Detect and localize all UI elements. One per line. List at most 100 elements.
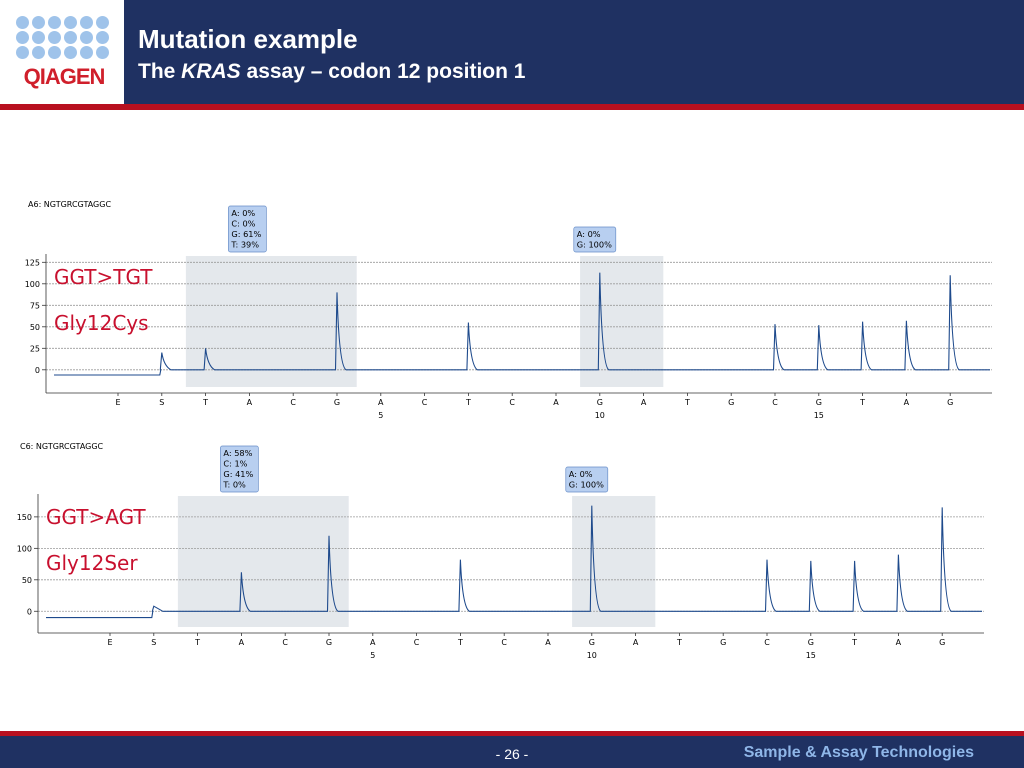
dispensation-label: T bbox=[465, 398, 471, 407]
y-tick-label: 125 bbox=[25, 258, 40, 267]
page-subtitle: The KRAS assay – codon 12 position 1 bbox=[138, 60, 525, 84]
y-tick-label: 0 bbox=[35, 366, 40, 375]
annotation-box bbox=[573, 226, 617, 253]
logo-dot bbox=[32, 46, 45, 59]
logo-dot bbox=[96, 16, 109, 29]
pyrogram-2: C6: NGTGRCGTAGGC 0 50 100 150 E S T A C G A C T C A G A T G… bbox=[17, 442, 984, 660]
sample-label: A6: NGTGRCGTAGGC bbox=[28, 200, 111, 209]
annotation-line: C: 1% bbox=[223, 459, 247, 469]
logo-dot bbox=[32, 31, 45, 44]
y-tick-label: 100 bbox=[25, 280, 40, 289]
logo-dot bbox=[16, 46, 29, 59]
logo-dot bbox=[48, 46, 61, 59]
y-tick-label: 0 bbox=[27, 607, 32, 616]
dispensation-label: C bbox=[764, 638, 770, 647]
dispensation-label: A bbox=[904, 398, 910, 407]
annotation-line: G: 100% bbox=[569, 480, 604, 490]
dispensation-label: C bbox=[282, 638, 288, 647]
logo-dot bbox=[32, 16, 45, 29]
annotation-line: A: 58% bbox=[223, 448, 252, 458]
dispensation-label: A bbox=[247, 398, 253, 407]
pyrogram-trace bbox=[54, 272, 990, 376]
dispensation-label: A bbox=[378, 398, 384, 407]
position-marker: 10 bbox=[587, 651, 597, 660]
position-marker: 15 bbox=[814, 411, 824, 420]
dispensation-label: G bbox=[947, 398, 953, 407]
logo-dot bbox=[80, 46, 93, 59]
logo-dot bbox=[80, 16, 93, 29]
logo-dot bbox=[16, 16, 29, 29]
dispensation-label: E bbox=[115, 398, 120, 407]
y-tick-label: 25 bbox=[30, 344, 40, 353]
pyrogram-trace bbox=[46, 505, 982, 619]
footer-accent-rule bbox=[0, 731, 1024, 736]
logo-dot bbox=[64, 31, 77, 44]
dispensation-label: G bbox=[939, 638, 945, 647]
amino-acid-label: Gly12Ser bbox=[46, 551, 138, 575]
allele-annotation: A: 0%G: 100% bbox=[573, 226, 617, 253]
dispensation-label: T bbox=[676, 638, 682, 647]
y-tick-label: 50 bbox=[22, 576, 32, 585]
dispensation-label: C bbox=[414, 638, 420, 647]
dispensation-label: A bbox=[370, 638, 376, 647]
dispensation-label: S bbox=[159, 398, 164, 407]
logo-dot bbox=[80, 31, 93, 44]
pyrogram-1: A6: NGTGRCGTAGGC 0 25 50 75 100 125 E S T A C G A C T C A… bbox=[25, 200, 992, 420]
logo-dot bbox=[16, 31, 29, 44]
annotation-line: C: 0% bbox=[231, 219, 255, 229]
y-tick-label: 150 bbox=[17, 513, 32, 522]
qiagen-logo: QIAGEN bbox=[0, 0, 124, 104]
highlight-region bbox=[580, 256, 664, 387]
dispensation-label: A bbox=[553, 398, 559, 407]
position-marker: 15 bbox=[806, 651, 816, 660]
annotation-line: G: 61% bbox=[231, 229, 261, 239]
subtitle-gene: KRAS bbox=[181, 60, 241, 83]
dispensation-label: T bbox=[684, 398, 690, 407]
footer-brand: Sample & Assay Technologies bbox=[743, 744, 974, 761]
annotation-line: G: 41% bbox=[223, 469, 253, 479]
dispensation-label: G bbox=[589, 638, 595, 647]
logo-wordmark: QIAGEN bbox=[23, 64, 106, 89]
logo-dot bbox=[64, 16, 77, 29]
mutation-label: GGT>AGT bbox=[46, 505, 146, 529]
footer-band: - 26 - Sample & Assay Technologies bbox=[0, 736, 1024, 768]
subtitle-prefix: The bbox=[138, 60, 182, 83]
allele-annotation: A: 0%C: 0%G: 61%T: 39% bbox=[228, 205, 267, 253]
dispensation-label: A bbox=[896, 638, 902, 647]
annotation-box bbox=[565, 466, 609, 493]
annotation-line: G: 100% bbox=[577, 240, 612, 250]
dispensation-label: G bbox=[728, 398, 734, 407]
dispensation-label: G bbox=[326, 638, 332, 647]
dispensation-label: A bbox=[239, 638, 245, 647]
dispensation-label: G bbox=[816, 398, 822, 407]
annotation-line: A: 0% bbox=[569, 469, 593, 479]
logo-dot bbox=[96, 46, 109, 59]
dispensation-label: C bbox=[422, 398, 428, 407]
annotation-line: T: 39% bbox=[230, 240, 259, 250]
position-marker: 10 bbox=[595, 411, 605, 420]
position-marker: 5 bbox=[378, 411, 383, 420]
logo-dot bbox=[48, 16, 61, 29]
annotation-box bbox=[220, 445, 259, 493]
mutation-label: GGT>TGT bbox=[54, 265, 153, 289]
highlight-region bbox=[177, 496, 349, 627]
y-tick-label: 100 bbox=[17, 544, 32, 553]
logo-dot bbox=[64, 46, 77, 59]
annotation-line: T: 0% bbox=[222, 480, 246, 490]
position-marker: 5 bbox=[370, 651, 375, 660]
dispensation-label: T bbox=[851, 638, 857, 647]
annotation-box bbox=[228, 205, 267, 253]
y-tick-label: 75 bbox=[30, 301, 40, 310]
dispensation-label: T bbox=[202, 398, 208, 407]
sample-label: C6: NGTGRCGTAGGC bbox=[20, 442, 104, 451]
y-tick-label: 50 bbox=[30, 323, 40, 332]
dispensation-label: T bbox=[194, 638, 200, 647]
dispensation-label: C bbox=[501, 638, 507, 647]
subtitle-suffix: assay – codon 12 position 1 bbox=[240, 60, 526, 83]
highlight-region bbox=[185, 256, 357, 387]
dispensation-label: A bbox=[633, 638, 639, 647]
annotation-line: A: 0% bbox=[231, 208, 255, 218]
logo-dot bbox=[96, 31, 109, 44]
dispensation-label: G bbox=[334, 398, 340, 407]
